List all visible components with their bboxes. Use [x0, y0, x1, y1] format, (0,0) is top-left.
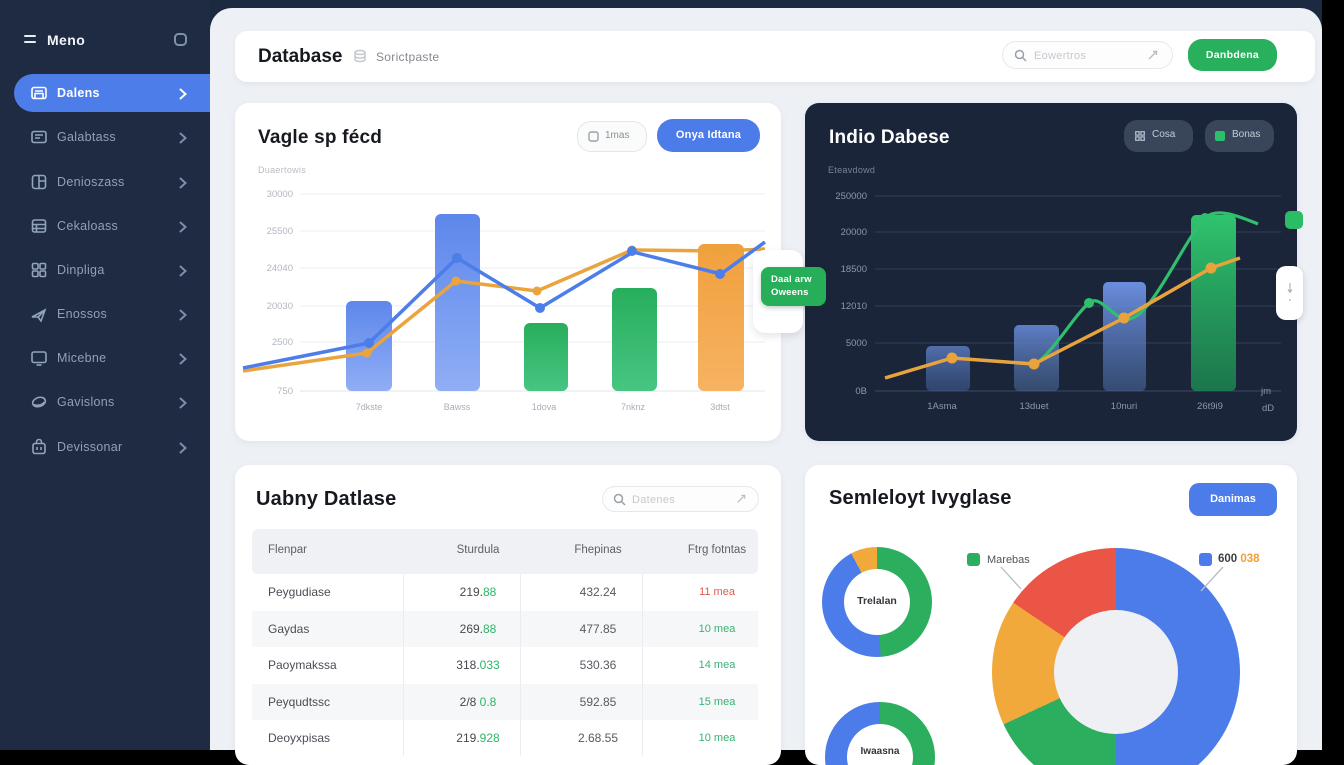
svg-text:26t9i9: 26t9i9	[1197, 401, 1223, 412]
svg-text:1Asma: 1Asma	[927, 401, 957, 412]
svg-text:1dova: 1dova	[532, 402, 557, 412]
svg-text:Bawss: Bawss	[444, 402, 471, 412]
svg-text:750: 750	[277, 386, 293, 397]
svg-text:5000: 5000	[846, 338, 867, 349]
svg-text:dD: dD	[1262, 403, 1274, 414]
svg-text:24040: 24040	[267, 263, 293, 274]
svg-text:250000: 250000	[835, 191, 867, 202]
svg-text:25500: 25500	[267, 226, 293, 237]
svg-text:7nknz: 7nknz	[621, 402, 646, 412]
svg-text:7dkste: 7dkste	[356, 402, 383, 412]
svg-text:20030: 20030	[267, 301, 293, 312]
svg-text:2500: 2500	[272, 337, 293, 348]
svg-text:20000: 20000	[841, 227, 867, 238]
svg-text:jm: jm	[1260, 386, 1271, 397]
svg-text:18500: 18500	[841, 264, 867, 275]
svg-text:10nuri: 10nuri	[1111, 401, 1137, 412]
svg-text:12010: 12010	[841, 301, 867, 312]
svg-text:0B: 0B	[855, 386, 867, 397]
svg-text:13duet: 13duet	[1019, 401, 1048, 412]
svg-text:3dtst: 3dtst	[710, 402, 730, 412]
svg-text:30000: 30000	[267, 189, 293, 200]
